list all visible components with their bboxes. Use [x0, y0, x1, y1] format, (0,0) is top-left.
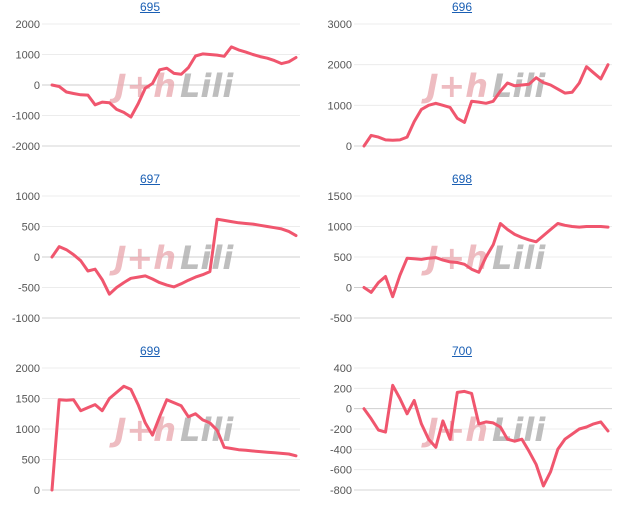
y-tick-label: 0 — [346, 283, 352, 295]
chart-plot: -2000 -1000 0 1000 2000 J+h Lili — [12, 19, 300, 153]
chart-title-link[interactable]: 696 — [451, 0, 473, 14]
y-tick-label: -500 — [18, 283, 40, 295]
chart-panel: 700 -800 -600 -400 -200 0 200 400 J+h Lili — [312, 344, 612, 512]
y-tick-label: -600 — [330, 465, 352, 477]
svg-text:J+h: J+h — [421, 67, 489, 105]
chart-title-link[interactable]: 699 — [139, 344, 161, 358]
chart-plot: 0 1000 2000 3000 J+h Lili — [328, 19, 612, 153]
watermark-logo: J+h Lili — [421, 239, 547, 277]
y-tick-label: 1500 — [16, 394, 40, 406]
y-tick-label: 200 — [334, 383, 352, 395]
y-tick-label: -1000 — [12, 111, 40, 123]
y-tick-label: 0 — [34, 80, 40, 92]
y-tick-label: -400 — [330, 444, 352, 456]
y-tick-label: 3000 — [328, 19, 352, 31]
chart-panel: 696 0 1000 2000 3000 J+h Lili — [312, 0, 612, 168]
chart-title-link[interactable]: 695 — [139, 0, 161, 14]
series-line — [362, 383, 610, 488]
y-tick-label: -200 — [330, 424, 352, 436]
y-tick-label: -800 — [330, 485, 352, 497]
y-tick-label: 2000 — [328, 60, 352, 72]
series-line — [50, 384, 298, 492]
y-tick-label: 1000 — [328, 222, 352, 234]
series-line — [362, 222, 610, 299]
svg-text:Lili: Lili — [492, 411, 546, 449]
y-tick-label: 2000 — [16, 19, 40, 31]
y-tick-label: 0 — [34, 485, 40, 497]
y-tick-label: 1000 — [328, 100, 352, 112]
chart-panel: 699 0 500 1000 1500 2000 J+h Lili — [0, 344, 300, 512]
chart-panel: 698 -500 0 500 1000 1500 J+h Lili — [312, 172, 612, 340]
svg-text:J+h: J+h — [109, 239, 177, 277]
y-tick-label: 0 — [34, 252, 40, 264]
watermark-logo: J+h Lili — [109, 239, 235, 277]
chart-plot: 0 500 1000 1500 2000 J+h Lili — [16, 363, 300, 497]
y-tick-label: 500 — [22, 222, 40, 234]
chart-panel: 695 -2000 -1000 0 1000 2000 J+h Lili — [0, 0, 300, 168]
watermark-logo: J+h Lili — [109, 67, 235, 105]
chart-plot: -500 0 500 1000 1500 J+h Lili — [328, 191, 612, 325]
series-line — [50, 45, 298, 119]
y-tick-label: 500 — [22, 455, 40, 467]
svg-text:Lili: Lili — [492, 239, 546, 277]
y-tick-label: 1000 — [16, 424, 40, 436]
svg-text:J+h: J+h — [109, 67, 177, 105]
y-tick-label: -1000 — [12, 313, 40, 325]
y-tick-label: 500 — [334, 252, 352, 264]
watermark-logo: J+h Lili — [109, 411, 235, 449]
chart-title-link[interactable]: 698 — [451, 172, 473, 186]
chart-plot: -1000 -500 0 500 1000 J+h Lili — [12, 191, 300, 325]
watermark-logo: J+h Lili — [421, 67, 547, 105]
y-tick-label: 1500 — [328, 191, 352, 203]
y-tick-label: 0 — [346, 141, 352, 153]
y-tick-label: -500 — [330, 313, 352, 325]
y-tick-label: 1000 — [16, 191, 40, 203]
y-tick-label: 2000 — [16, 363, 40, 375]
y-tick-label: -2000 — [12, 141, 40, 153]
chart-title-link[interactable]: 700 — [451, 344, 473, 358]
chart-title-link[interactable]: 697 — [139, 172, 161, 186]
chart-panel: 697 -1000 -500 0 500 1000 J+h Lili — [0, 172, 300, 340]
y-tick-label: 0 — [346, 404, 352, 416]
svg-text:Lili: Lili — [180, 239, 234, 277]
y-tick-label: 400 — [334, 363, 352, 375]
svg-text:Lili: Lili — [180, 67, 234, 105]
series-line — [362, 63, 610, 148]
y-tick-label: 1000 — [16, 50, 40, 62]
series-line — [50, 217, 298, 296]
